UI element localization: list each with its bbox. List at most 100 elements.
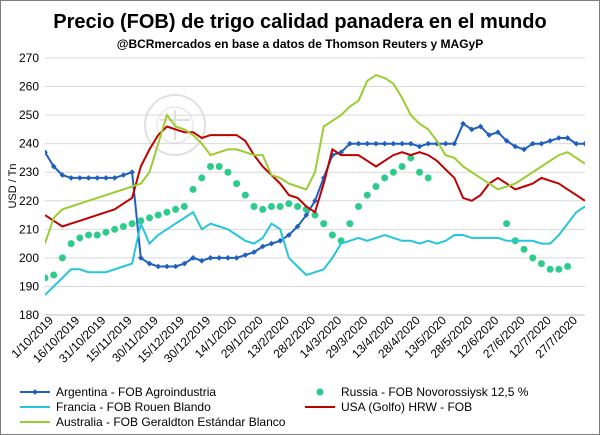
data-point xyxy=(582,140,585,147)
data-point xyxy=(181,260,188,267)
data-point xyxy=(198,174,206,182)
data-point xyxy=(58,254,66,262)
data-point xyxy=(224,168,232,176)
data-point xyxy=(259,205,267,213)
data-point xyxy=(425,140,432,147)
legend-marker xyxy=(32,389,38,395)
data-point xyxy=(364,140,371,147)
series-3 xyxy=(45,125,585,228)
data-point xyxy=(407,140,414,147)
data-point xyxy=(573,140,580,147)
data-point xyxy=(206,163,214,171)
data-point xyxy=(381,174,389,182)
data-point xyxy=(164,263,170,270)
data-point xyxy=(546,265,554,273)
data-point xyxy=(277,237,283,244)
data-point xyxy=(190,255,196,261)
data-point xyxy=(564,135,571,141)
data-point xyxy=(85,175,92,181)
data-point xyxy=(320,220,328,228)
y-tick-label: 190 xyxy=(19,279,39,293)
data-point xyxy=(495,129,501,136)
data-point xyxy=(347,140,353,147)
data-point xyxy=(119,222,127,230)
data-point xyxy=(381,140,388,147)
legend-label: Argentina - FOB Agroindustria xyxy=(56,385,216,399)
data-point xyxy=(363,191,371,199)
series-line xyxy=(45,122,585,268)
data-point xyxy=(373,140,379,147)
data-point xyxy=(137,255,144,261)
data-point xyxy=(346,220,354,228)
data-point xyxy=(521,146,527,153)
data-point xyxy=(198,257,205,264)
legend-item: Francia - FOB Rouen Blando xyxy=(20,400,211,414)
data-point xyxy=(407,154,415,162)
data-point xyxy=(294,223,301,230)
data-point xyxy=(225,255,231,261)
data-point xyxy=(398,163,406,171)
y-tick-label: 180 xyxy=(19,308,39,322)
data-point xyxy=(128,220,136,228)
data-point xyxy=(503,220,511,228)
y-tick-label: 250 xyxy=(19,108,39,122)
y-tick-label: 210 xyxy=(19,222,39,236)
data-point xyxy=(285,200,293,208)
data-point xyxy=(242,252,249,258)
data-point xyxy=(529,254,537,262)
y-tick-label: 230 xyxy=(19,165,39,179)
data-point xyxy=(45,274,49,282)
data-point xyxy=(460,120,466,127)
y-tick-label: 200 xyxy=(19,251,39,265)
series-line xyxy=(45,125,585,228)
data-point xyxy=(564,262,572,270)
series-line xyxy=(45,205,585,296)
series-line xyxy=(45,73,585,244)
data-point xyxy=(120,172,127,178)
legend-label: Russia - FOB Novorossiysk 12,5 % xyxy=(341,385,529,399)
data-point xyxy=(311,211,319,219)
data-point xyxy=(50,271,58,279)
data-point xyxy=(93,231,101,239)
data-point xyxy=(303,212,310,218)
data-point xyxy=(512,143,519,150)
legend-label: Francia - FOB Rouen Blando xyxy=(56,400,211,414)
data-point xyxy=(537,260,545,268)
data-point xyxy=(111,225,119,233)
series-0 xyxy=(45,120,585,270)
data-point xyxy=(250,202,258,210)
series-4 xyxy=(45,73,585,244)
data-point xyxy=(146,214,154,222)
data-point xyxy=(146,260,153,267)
legend-item: Australia - FOB Geraldton Estándar Blanc… xyxy=(20,415,286,429)
data-point xyxy=(355,202,363,210)
data-point xyxy=(556,135,562,141)
legend-item: Russia - FOB Novorossiysk 12,5 % xyxy=(316,385,529,399)
data-point xyxy=(67,240,75,248)
data-point xyxy=(468,126,475,133)
data-point xyxy=(251,249,257,256)
data-point xyxy=(155,263,162,270)
y-tick-label: 260 xyxy=(19,80,39,94)
data-point xyxy=(241,191,249,199)
data-point xyxy=(172,205,180,213)
data-point xyxy=(189,185,197,193)
data-point xyxy=(312,197,318,204)
data-point xyxy=(94,175,101,181)
data-point xyxy=(547,137,553,144)
data-point xyxy=(451,140,458,147)
data-point xyxy=(77,175,83,181)
data-point xyxy=(389,168,397,176)
data-point xyxy=(486,132,493,138)
data-point xyxy=(294,202,302,210)
data-point xyxy=(154,211,162,219)
data-point xyxy=(216,255,223,261)
data-point xyxy=(163,208,171,216)
data-point xyxy=(529,140,536,147)
data-point xyxy=(233,180,241,188)
y-tick-label: 220 xyxy=(19,194,39,208)
data-point xyxy=(399,140,405,147)
data-point xyxy=(538,140,545,147)
data-point xyxy=(390,140,397,147)
